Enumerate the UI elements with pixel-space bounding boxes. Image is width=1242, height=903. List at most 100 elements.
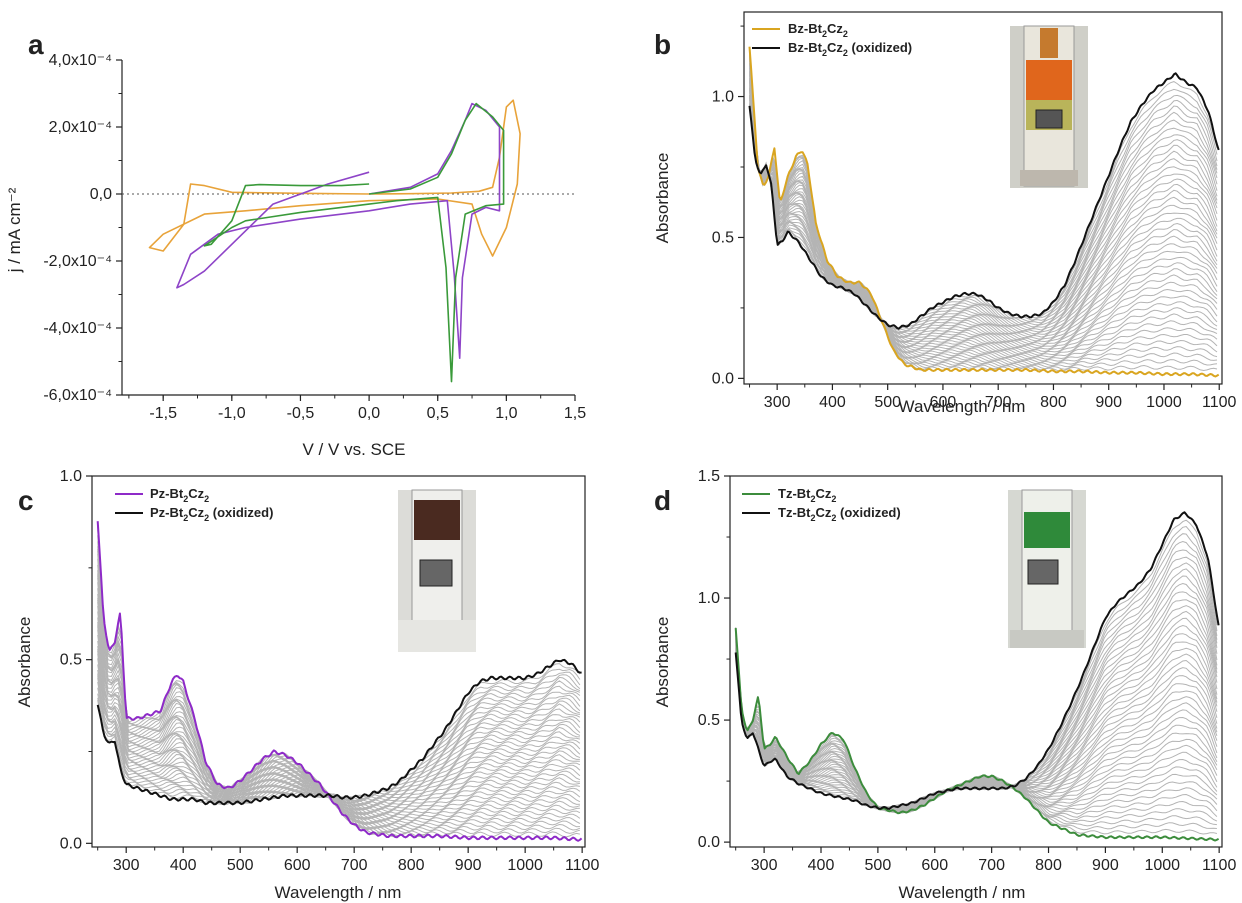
- intermediate-spectrum-line: [749, 79, 1218, 345]
- intermediate-spectrum-line: [735, 630, 1218, 821]
- plot-frame: [91, 475, 586, 848]
- intermediate-spectrum-line: [97, 646, 581, 811]
- intermediate-spectrum-line: [749, 99, 1218, 331]
- intermediate-spectrum-line: [749, 62, 1218, 359]
- intermediate-spectrum-line: [735, 628, 1218, 823]
- intermediate-spectrum-line: [749, 47, 1218, 370]
- x-tick-label: 400: [819, 394, 846, 411]
- intermediate-spectrum-line: [749, 55, 1218, 365]
- x-tick-label: 500: [874, 394, 901, 411]
- oxidized-spectrum-line: [96, 658, 582, 806]
- intermediate-spectrum-line: [749, 92, 1218, 337]
- intermediate-spectrum-line: [749, 77, 1218, 347]
- y-tick-label: 1.5: [698, 468, 720, 485]
- y-tick-label: 1.0: [60, 468, 82, 485]
- x-tick-label: 0,0: [358, 405, 380, 422]
- panel-a-axes: -1,5 -1,0 -0,5 0,0 0,5 1,0 1,5 -6,0x10⁻⁴ -4,0x10…: [43, 52, 586, 422]
- panel-b-y-axis-title: Absorbance: [653, 153, 672, 244]
- intermediate-spectrum-line: [97, 669, 581, 806]
- intermediate-spectrum-line: [735, 627, 1217, 827]
- y-tick-label: 0.0: [60, 835, 82, 852]
- y-tick-label: 0.0: [712, 370, 734, 387]
- intermediate-spectrum-line: [749, 94, 1218, 335]
- plot-clip-group: [96, 521, 583, 842]
- intermediate-spectrum-line: [749, 87, 1218, 338]
- intermediate-spectrum-line: [97, 671, 581, 805]
- y-tick-label: -4,0x10⁻⁴: [43, 320, 112, 337]
- y-tick-label: 1.0: [712, 89, 734, 106]
- plot-frame: [729, 475, 1223, 848]
- panel-c-axes: 300 400 500 600 700 800 900 1000 1100 0.0 0.5 1.0: [60, 468, 600, 874]
- panel-c-x-axis-title: Wavelength / nm: [275, 883, 402, 902]
- x-tick-label: 700: [978, 857, 1005, 874]
- x-tick-label: -1,0: [218, 405, 246, 422]
- panel-b-plot-area: [748, 46, 1220, 378]
- panel-d-axes: 300 400 500 600 700 800 900 1000 1100 0.0 0.5 1.0 1.…: [698, 468, 1237, 874]
- intermediate-spectrum-line: [97, 621, 581, 815]
- panel-b-legend-label-oxidized: Bz-Bt2Cz2 (oxidized): [788, 40, 912, 58]
- panel-d-cuvette-photo: [1008, 489, 1086, 648]
- x-tick-label: 0,5: [427, 405, 449, 422]
- intermediate-spectrum-line: [749, 85, 1218, 342]
- intermediate-spectrum-line: [749, 71, 1218, 349]
- intermediate-spectrum-line: [749, 87, 1218, 339]
- y-tick-label: -2,0x10⁻⁴: [43, 253, 112, 270]
- intermediate-spectrum-line: [97, 597, 581, 820]
- x-tick-label: 300: [764, 394, 791, 411]
- panel-d-y-axis-title: Absorbance: [653, 617, 672, 708]
- panel-d-legend-label-oxidized: Tz-Bt2Cz2 (oxidized): [778, 505, 901, 523]
- panel-d-plot-area: [734, 511, 1220, 842]
- panel-b-legend-label-neutral: Bz-Bt2Cz2: [788, 21, 848, 39]
- neutral-spectrum-line: [748, 46, 1220, 378]
- y-tick-label: 0,0: [90, 186, 112, 203]
- x-tick-label: 1100: [565, 857, 600, 874]
- x-tick-label: 800: [1040, 394, 1067, 411]
- intermediate-spectrum-line: [749, 87, 1218, 340]
- panel-d-absorbance-spectra: d 300 400 500 600 700 800 900 1000 1100 0.0 0.5 1.0…: [653, 468, 1236, 902]
- intermediate-spectrum-line: [735, 631, 1218, 815]
- intermediate-spectrum-line: [97, 524, 581, 838]
- x-tick-label: 600: [284, 857, 311, 874]
- intermediate-spectrum-line: [749, 47, 1218, 371]
- oxidized-spectrum-line: [748, 72, 1220, 330]
- x-tick-label: 800: [1035, 857, 1062, 874]
- plot-frame: [743, 11, 1223, 385]
- x-tick-label: 400: [808, 857, 835, 874]
- x-tick-label: 1000: [1144, 857, 1180, 874]
- intermediate-spectrum-line: [97, 617, 581, 816]
- x-tick-label: 1100: [1202, 394, 1237, 411]
- neutral-spectrum-line: [96, 521, 583, 842]
- panel-c-legend: Pz-Bt2Cz2 Pz-Bt2Cz2 (oxidized): [115, 486, 273, 523]
- x-tick-label: 900: [1095, 394, 1122, 411]
- panel-b-x-axis-title: Wavelength / nm: [899, 397, 1026, 416]
- x-tick-label: 900: [455, 857, 482, 874]
- y-tick-label: -6,0x10⁻⁴: [43, 387, 112, 404]
- panel-c-plot-area: [96, 521, 583, 842]
- intermediate-spectrum-line: [749, 65, 1218, 354]
- x-tick-label: 500: [865, 857, 892, 874]
- panel-a-plot-area: [122, 99, 575, 383]
- panel-b-legend: Bz-Bt2Cz2 Bz-Bt2Cz2 (oxidized): [752, 21, 912, 58]
- intermediate-spectrum-line: [735, 628, 1218, 835]
- x-tick-label: -0,5: [287, 405, 315, 422]
- x-tick-label: 1000: [507, 857, 543, 874]
- panel-c-y-axis-title: Absorbance: [15, 617, 34, 708]
- cv-trace-green: [203, 102, 505, 383]
- intermediate-spectrum-line: [97, 582, 580, 823]
- x-tick-label: -1,5: [149, 405, 177, 422]
- panel-a-y-axis-title: j / mA cm⁻²: [5, 187, 24, 273]
- intermediate-spectrum-line: [97, 668, 581, 805]
- plot-clip-group: [734, 511, 1220, 842]
- cv-trace-orange: [148, 99, 521, 257]
- x-tick-label: 400: [170, 857, 197, 874]
- y-tick-label: 0.0: [698, 834, 720, 851]
- x-tick-label: 1000: [1146, 394, 1182, 411]
- x-tick-label: 600: [921, 857, 948, 874]
- panel-c-legend-label-oxidized: Pz-Bt2Cz2 (oxidized): [150, 505, 273, 523]
- intermediate-spectrum-line: [749, 88, 1218, 330]
- intermediate-spectrum-line: [735, 627, 1217, 831]
- panel-c-cuvette-photo: [398, 489, 476, 652]
- panel-d-x-axis-title: Wavelength / nm: [899, 883, 1026, 902]
- panel-d-legend: Tz-Bt2Cz2 Tz-Bt2Cz2 (oxidized): [742, 486, 901, 523]
